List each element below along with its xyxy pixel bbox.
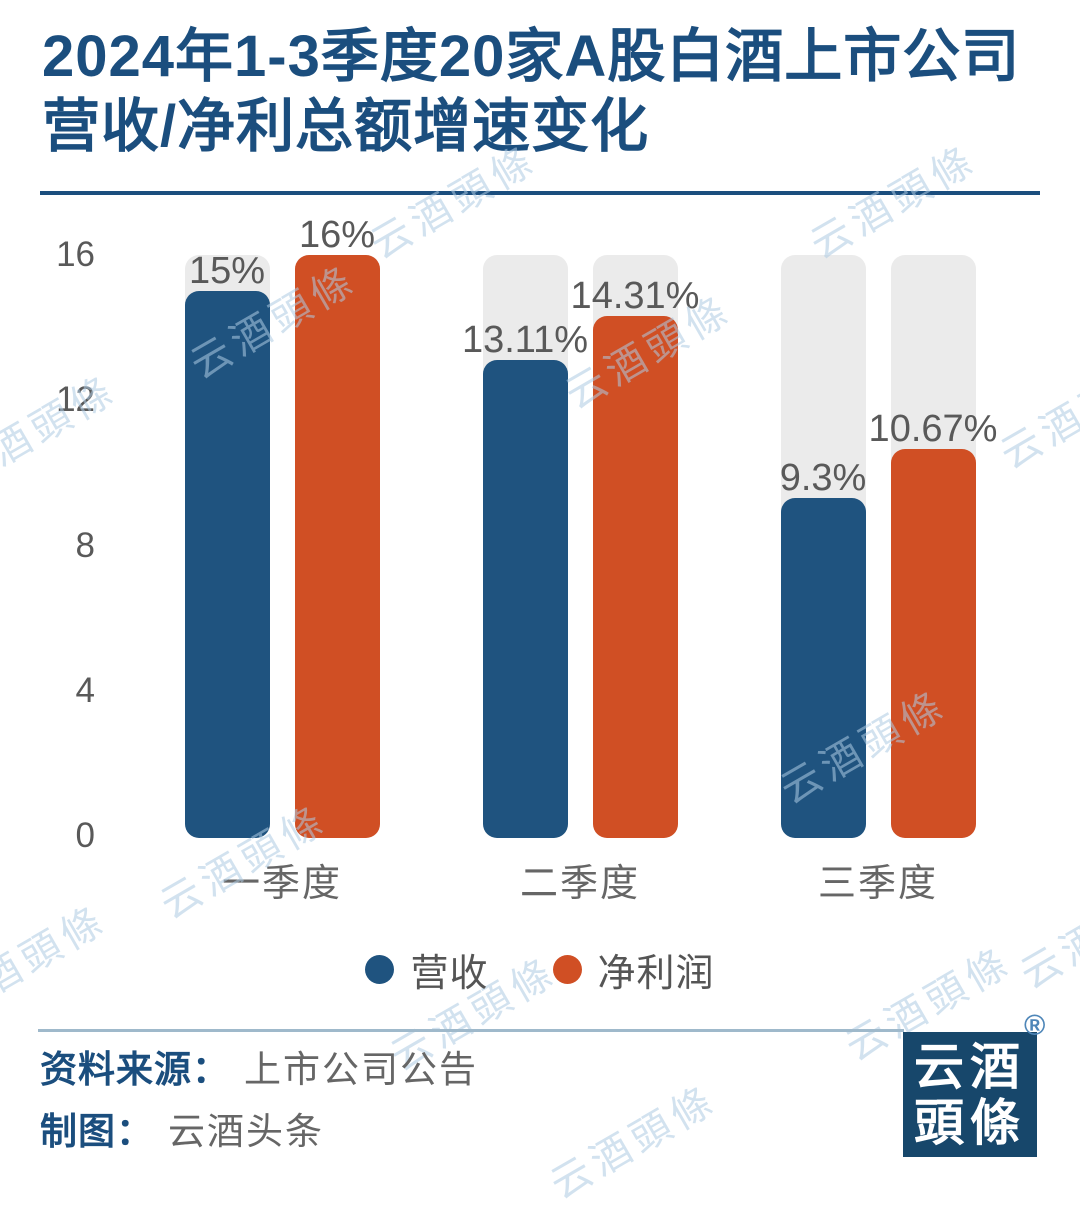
watermark-text: 云酒頭條 <box>803 137 985 268</box>
value-label: 10.67% <box>868 407 998 450</box>
y-axis-tick-12: 12 <box>56 380 95 420</box>
bar-净利润-二季度 <box>592 316 678 838</box>
yunjiu-logo: 云酒 頭條 <box>903 1032 1037 1157</box>
category-label-一季度: 一季度 <box>221 863 343 905</box>
netprofit-dot-icon <box>552 954 582 984</box>
credit-label: 制图： <box>40 1111 154 1152</box>
bar-净利润-一季度 <box>294 255 380 838</box>
value-label: 14.31% <box>570 275 700 318</box>
logo-line-1: 云酒 <box>914 1038 1026 1095</box>
bar-营收-二季度 <box>482 359 568 838</box>
credit-line: 制图： 云酒头条 <box>40 1110 324 1154</box>
legend-item-netprofit: 净利润 <box>552 942 715 997</box>
credit-value: 云酒头条 <box>168 1111 324 1152</box>
value-label: 15% <box>188 250 266 293</box>
y-axis-tick-8: 8 <box>75 525 95 565</box>
y-axis-tick-16: 16 <box>56 235 95 274</box>
bar-净利润-三季度 <box>890 448 976 838</box>
watermark-text: 云酒頭條 <box>543 1077 725 1206</box>
value-label: 16% <box>298 214 376 256</box>
value-label: 13.11% <box>461 318 589 361</box>
title-line-1: 2024年1-3季度20家A股白酒上市公司 <box>42 24 1021 89</box>
category-label-二季度: 二季度 <box>519 863 641 905</box>
bar-营收-一季度 <box>184 291 270 838</box>
y-axis-tick-4: 4 <box>75 670 95 710</box>
source-value: 上市公司公告 <box>244 1049 478 1090</box>
revenue-dot-icon <box>365 954 395 984</box>
page-title: 2024年1-3季度20家A股白酒上市公司 营收/净利总额增速变化 <box>42 22 1042 162</box>
legend-item-revenue: 营收 <box>365 942 488 997</box>
watermark-text: 云酒頭條 <box>363 137 545 268</box>
watermark-text: 云酒頭條 <box>993 347 1080 478</box>
legend-label-netprofit: 净利润 <box>597 952 715 995</box>
chart-legend: 营收 净利润 <box>0 948 1080 995</box>
watermark-text: 云酒頭條 <box>0 367 125 498</box>
registered-trademark-icon: ® <box>1024 1010 1046 1042</box>
legend-label-revenue: 营收 <box>410 952 489 995</box>
logo-line-2: 頭條 <box>914 1094 1026 1151</box>
bar-营收-三季度 <box>780 498 866 838</box>
category-label-三季度: 三季度 <box>817 863 939 905</box>
source-label: 资料来源： <box>40 1049 230 1090</box>
source-line: 资料来源： 上市公司公告 <box>40 1048 478 1092</box>
title-divider <box>40 191 1040 195</box>
value-label: 9.3% <box>779 457 867 500</box>
y-axis-tick-0: 0 <box>75 816 95 855</box>
title-line-2: 营收/净利总额增速变化 <box>42 94 650 159</box>
footer-divider <box>38 1029 904 1032</box>
